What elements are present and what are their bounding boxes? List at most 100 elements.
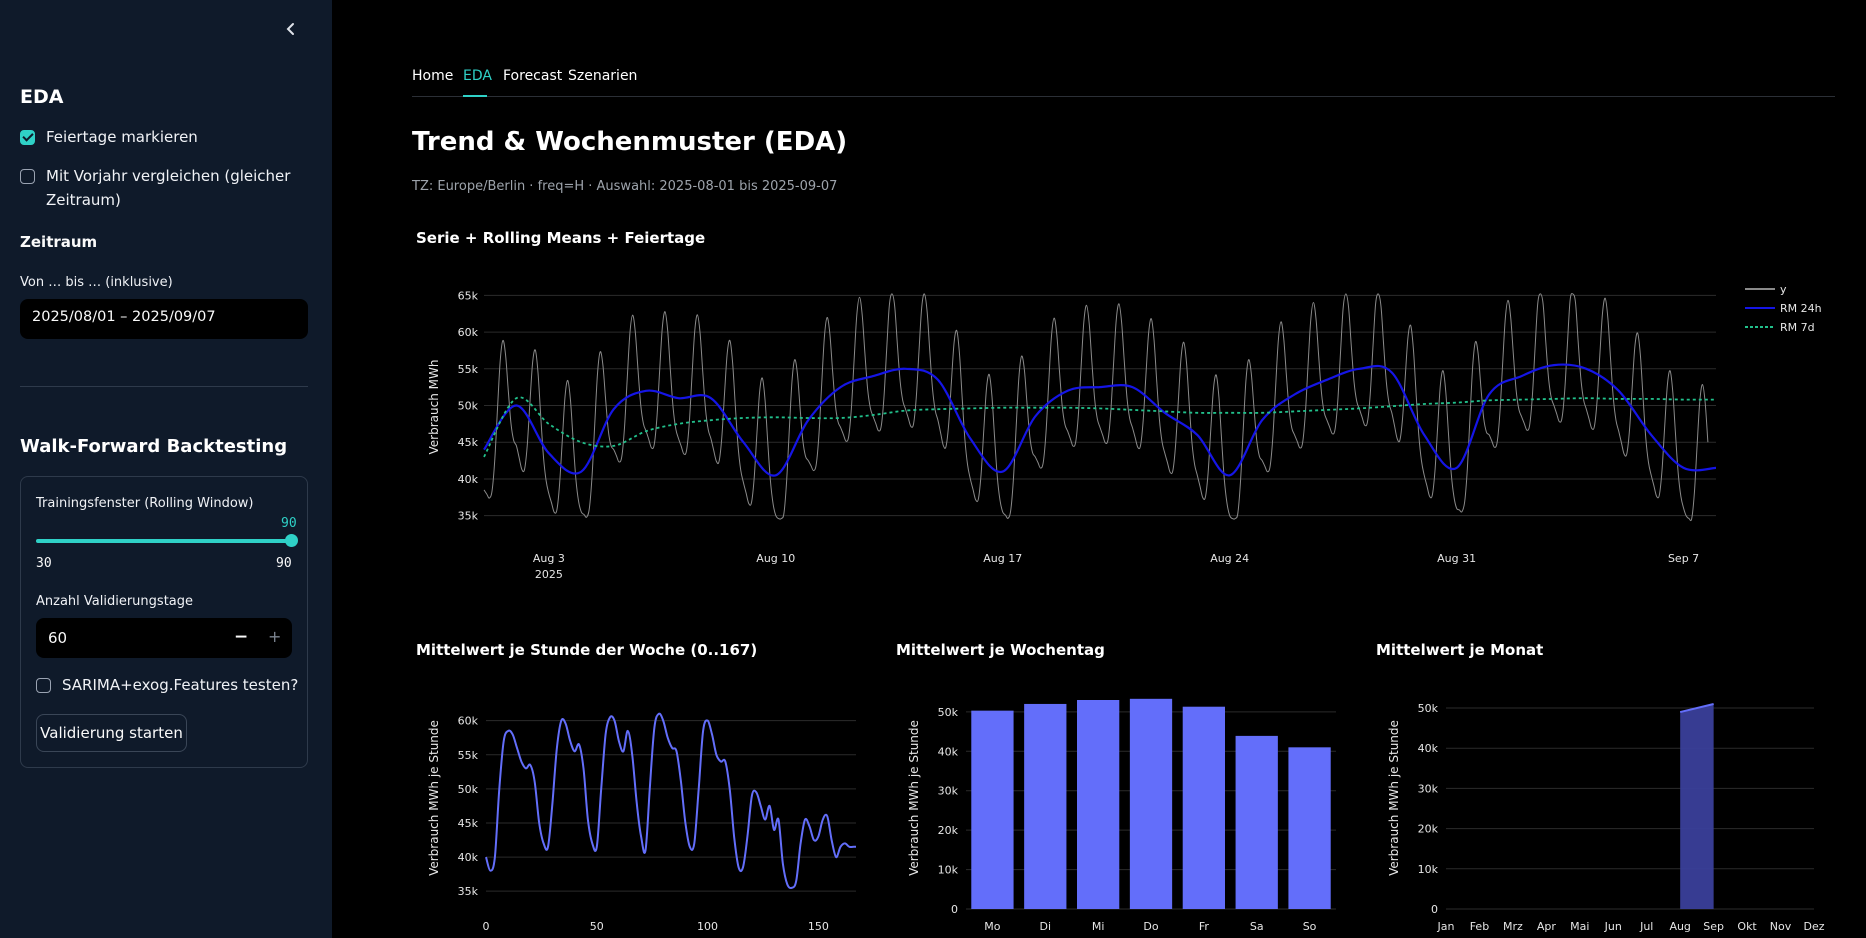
- monthly-ytick-label: 30k: [1418, 782, 1439, 795]
- tab-eda[interactable]: EDA: [463, 68, 492, 84]
- monthly-xtick-label: Aug: [1669, 920, 1690, 933]
- hourly-xtick-label: 50: [590, 920, 604, 933]
- weekday-bar: [971, 710, 1014, 909]
- main-ylabel: Verbrauch MWh: [427, 360, 441, 455]
- monthly-ytick-label: 40k: [1418, 742, 1439, 755]
- val-days-label: Anzahl Validierungstage: [36, 594, 194, 609]
- hourly-ylabel: Verbrauch MWh je Stunde: [427, 720, 441, 876]
- sidebar-divider: [20, 386, 308, 387]
- weekday-xtick-label: Do: [1143, 920, 1158, 933]
- hourly-xtick-label: 0: [483, 920, 490, 933]
- monthly-ytick-label: 50k: [1418, 702, 1439, 715]
- hourly-ytick-label: 50k: [458, 783, 479, 796]
- train-window-slider-thumb[interactable]: [285, 534, 298, 547]
- weekday-bar: [1024, 703, 1067, 909]
- minus-icon[interactable]: −: [234, 627, 249, 647]
- date-range-input[interactable]: 2025/08/01 – 2025/09/07: [20, 299, 308, 339]
- weekday-xtick-label: Mo: [984, 920, 1000, 933]
- weekday-xtick-label: Fr: [1199, 920, 1210, 933]
- weekday-bar: [1129, 698, 1173, 909]
- prev-year-label: Mit Vorjahr vergleichen (gleicher: [46, 167, 291, 185]
- hourly-mean-line: [485, 712, 856, 890]
- main-ytick-label: 40k: [458, 473, 479, 486]
- tab-home[interactable]: Home: [412, 68, 454, 84]
- series-rm7-line: [483, 396, 1717, 458]
- hourly-ytick-label: 35k: [458, 885, 479, 898]
- holidays-checkbox[interactable]: [20, 130, 35, 145]
- sarima-checkbox[interactable]: [36, 678, 51, 693]
- series-y-line: [483, 293, 1709, 522]
- sarima-label: SARIMA+exog.Features testen?: [62, 676, 299, 694]
- hourly-ytick-label: 45k: [458, 817, 479, 830]
- prev-year-checkbox[interactable]: [20, 169, 35, 184]
- train-window-value: 90: [281, 516, 297, 531]
- main-xtick-label: Aug 24: [1210, 552, 1249, 565]
- tab-szenarien[interactable]: Szenarien: [568, 68, 638, 84]
- hourly-xtick-label: 150: [808, 920, 829, 933]
- tab-forecast[interactable]: Forecast: [503, 68, 563, 84]
- main-xtick-label: Aug 10: [756, 552, 795, 565]
- monthly-line: [1679, 703, 1714, 714]
- page-title: Trend & Wochenmuster (EDA): [412, 127, 848, 157]
- monthly-ytick-label: 10k: [1418, 863, 1439, 876]
- train-window-min: 30: [36, 556, 52, 571]
- weekday-ytick-label: 10k: [938, 864, 959, 877]
- weekday-bar: [1235, 735, 1278, 909]
- legend-label: RM 7d: [1780, 321, 1815, 334]
- train-window-slider-track[interactable]: [36, 539, 292, 543]
- main-ytick-label: 45k: [458, 436, 479, 449]
- monthly-xtick-label: Apr: [1537, 920, 1557, 933]
- monthly-xtick-label: Jun: [1604, 920, 1622, 933]
- sidebar-heading-eda: EDA: [20, 86, 64, 108]
- train-window-max: 90: [276, 556, 292, 571]
- main-xtick-label: Aug 3: [533, 552, 565, 565]
- monthly-xtick-label: Mrz: [1503, 920, 1523, 933]
- monthly-ytick-label: 20k: [1418, 823, 1439, 836]
- main-xtick-label: Sep 7: [1668, 552, 1699, 565]
- weekday-bar: [1182, 706, 1225, 909]
- tab-bar-line: [412, 96, 1835, 97]
- monthly-area: [1680, 704, 1714, 909]
- monthly-xtick-label: Jul: [1639, 920, 1653, 933]
- date-range-label: Von … bis … (inklusive): [20, 275, 173, 290]
- weekday-ylabel: Verbrauch MWh je Stunde: [907, 720, 921, 876]
- series-rm24-line: [483, 363, 1717, 477]
- weekday-ytick-label: 30k: [938, 785, 959, 798]
- weekday-ytick-label: 0: [951, 903, 958, 916]
- page-caption: TZ: Europe/Berlin · freq=H · Auswahl: 20…: [412, 179, 838, 194]
- main-ytick-label: 55k: [458, 363, 479, 376]
- sidebar-heading-walk-forward: Walk-Forward Backtesting: [20, 436, 288, 457]
- monthly-ylabel: Verbrauch MWh je Stunde: [1387, 720, 1401, 876]
- main-ytick-label: 60k: [458, 326, 479, 339]
- weekday-ytick-label: 20k: [938, 824, 959, 837]
- legend-label: RM 24h: [1780, 302, 1822, 315]
- main-ytick-label: 35k: [458, 510, 479, 523]
- weekday-ytick-label: 40k: [938, 745, 959, 758]
- monthly-xtick-label: Okt: [1737, 920, 1757, 933]
- train-window-label: Trainingsfenster (Rolling Window): [36, 496, 254, 511]
- prev-year-label-cont: Zeitraum): [46, 191, 121, 209]
- hourly-xtick-label: 100: [697, 920, 718, 933]
- weekday-xtick-label: Mi: [1092, 920, 1105, 933]
- monthly-xtick-label: Jan: [1437, 920, 1455, 933]
- legend-label: y: [1780, 283, 1787, 296]
- weekday-xtick-label: So: [1303, 920, 1317, 933]
- hourly-ytick-label: 60k: [458, 715, 479, 728]
- holidays-label: Feiertage markieren: [46, 128, 198, 146]
- val-days-input[interactable]: 60: [48, 629, 68, 647]
- main-ytick-label: 50k: [458, 400, 479, 413]
- start-validation-button[interactable]: Validierung starten: [36, 714, 187, 752]
- main-xtick-label: Aug 31: [1437, 552, 1476, 565]
- sidebar: EDA Feiertage markieren Mit Vorjahr verg…: [0, 0, 332, 938]
- monthly-xtick-label: Mai: [1570, 920, 1589, 933]
- weekday-bar: [1077, 700, 1120, 909]
- plus-icon[interactable]: +: [268, 627, 282, 646]
- chart4-title: Mittelwert je Monat: [1376, 641, 1544, 659]
- hourly-ytick-label: 40k: [458, 851, 479, 864]
- weekday-xtick-label: Sa: [1250, 920, 1264, 933]
- main-ytick-label: 65k: [458, 289, 479, 302]
- chevron-left-icon[interactable]: [280, 18, 302, 40]
- weekday-bar: [1288, 747, 1331, 909]
- main-xtick-year: 2025: [535, 568, 563, 581]
- monthly-xtick-label: Dez: [1803, 920, 1824, 933]
